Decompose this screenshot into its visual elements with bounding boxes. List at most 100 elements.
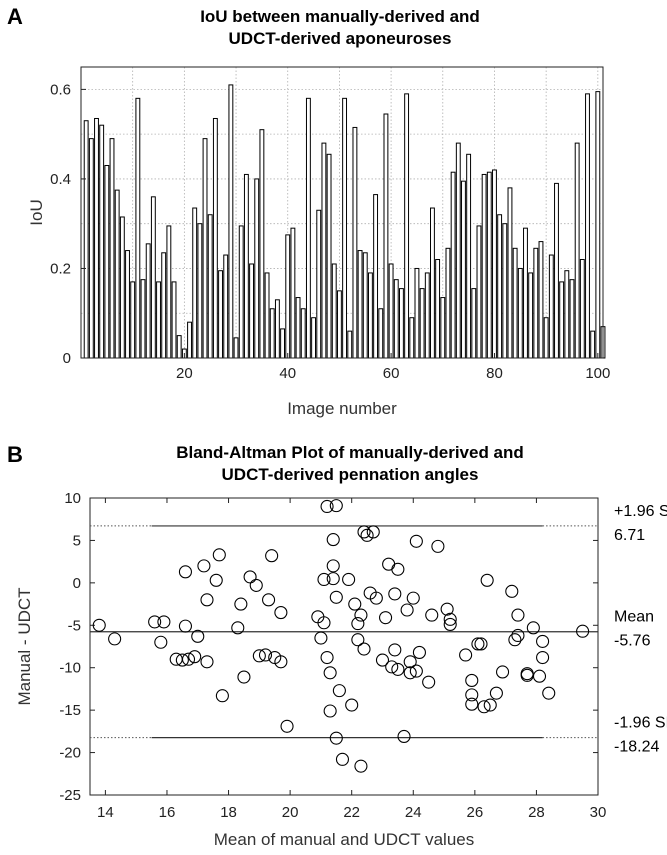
data-point <box>388 587 402 601</box>
data-point <box>536 634 550 648</box>
data-point <box>465 673 479 687</box>
data-point <box>326 559 340 573</box>
data-point <box>483 698 497 712</box>
y-axis-label: Manual - UDCT <box>15 587 34 705</box>
data-point <box>511 608 525 622</box>
data-point <box>265 549 279 563</box>
data-point <box>181 652 196 666</box>
data-point <box>526 621 540 635</box>
x-tick-label: 14 <box>97 804 114 821</box>
x-tick-label: 26 <box>467 804 484 821</box>
data-point <box>280 719 294 733</box>
data-point <box>188 650 202 664</box>
data-point <box>326 572 340 586</box>
lower-sd-value: -18.24 <box>614 739 659 756</box>
data-point <box>379 611 393 625</box>
data-point <box>243 570 257 584</box>
data-point <box>391 662 405 676</box>
y-tick-label: -25 <box>59 787 81 804</box>
data-point <box>175 653 189 667</box>
x-tick-label: 22 <box>343 804 360 821</box>
data-point <box>354 608 368 622</box>
data-point <box>200 655 214 669</box>
data-point <box>391 562 405 576</box>
data-point <box>317 572 331 587</box>
data-point <box>366 525 380 539</box>
y-tick-label: 0.6 <box>50 81 71 98</box>
x-tick-label: 30 <box>590 804 607 821</box>
x-tick-label: 18 <box>220 804 237 821</box>
data-point <box>317 616 331 630</box>
data-point <box>178 619 192 633</box>
x-axis-label: Image number <box>287 399 397 418</box>
x-tick-label: 60 <box>383 365 400 382</box>
data-point <box>360 528 374 542</box>
x-tick-label: 28 <box>528 804 545 821</box>
data-point <box>314 631 328 645</box>
chart-a-title: IoU between manually-derived and UDCT-de… <box>80 6 600 50</box>
y-tick-label: 0 <box>73 575 81 592</box>
data-point <box>252 649 266 663</box>
chart-b-title-line1: Bland-Altman Plot of manually-derived an… <box>176 443 524 462</box>
data-point <box>231 621 245 635</box>
y-tick-label: -5 <box>68 617 81 634</box>
data-point <box>400 603 414 617</box>
data-point <box>258 648 273 662</box>
data-point <box>249 578 263 592</box>
data-point <box>262 593 276 607</box>
data-point <box>148 615 162 629</box>
y-axis-label: IoU <box>27 199 46 225</box>
x-tick-label: 20 <box>282 804 299 821</box>
x-tick-label: 80 <box>486 365 503 382</box>
iou-bar-chart: 20 40 60 80 100 0 0.2 0.4 0.6 Image number IoU <box>27 66 610 418</box>
data-point <box>536 650 550 665</box>
data-point <box>335 752 350 766</box>
y-tick-label: 0.4 <box>50 171 71 188</box>
chart-a-title-line2: UDCT-derived aponeuroses <box>228 29 452 48</box>
data-point <box>197 559 211 573</box>
data-point <box>382 557 396 571</box>
data-point <box>511 628 525 643</box>
data-point <box>178 565 192 579</box>
data-point <box>443 617 457 631</box>
chart-a-title-line1: IoU between manually-derived and <box>200 7 480 26</box>
data-point <box>332 684 346 698</box>
x-tick-label: 40 <box>279 365 296 382</box>
data-point <box>471 637 485 651</box>
data-point <box>459 648 473 662</box>
data-point <box>345 698 359 712</box>
data-point <box>326 533 340 547</box>
mean-label: Mean <box>614 609 654 626</box>
y-tick-label: 5 <box>73 532 81 549</box>
x-axis-label: Mean of manual and UDCT values <box>214 830 475 849</box>
data-point <box>489 686 503 700</box>
data-point <box>357 642 371 656</box>
data-point <box>209 573 223 587</box>
mean-value: -5.76 <box>614 633 651 650</box>
data-point <box>200 593 214 607</box>
data-point <box>323 666 337 680</box>
data-point <box>329 731 343 745</box>
data-point <box>234 597 248 611</box>
y-tick-label: -20 <box>59 745 81 762</box>
data-point <box>477 700 491 714</box>
lower-sd-label: -1.96 SD <box>614 715 667 732</box>
data-point <box>431 539 445 553</box>
plot-area-b <box>89 497 599 796</box>
data-point <box>329 590 343 604</box>
data-point <box>375 653 390 667</box>
data-point <box>542 686 556 700</box>
data-point <box>215 689 229 703</box>
data-point <box>406 591 420 605</box>
x-tick-label: 100 <box>585 365 610 382</box>
data-point <box>412 645 426 659</box>
data-point <box>274 655 288 669</box>
data-point <box>351 617 365 631</box>
data-point <box>425 608 439 622</box>
data-point <box>480 573 494 587</box>
data-point <box>320 499 334 514</box>
x-tick-label: 16 <box>159 804 176 821</box>
plot-area-a <box>80 66 604 359</box>
data-point <box>440 602 454 616</box>
